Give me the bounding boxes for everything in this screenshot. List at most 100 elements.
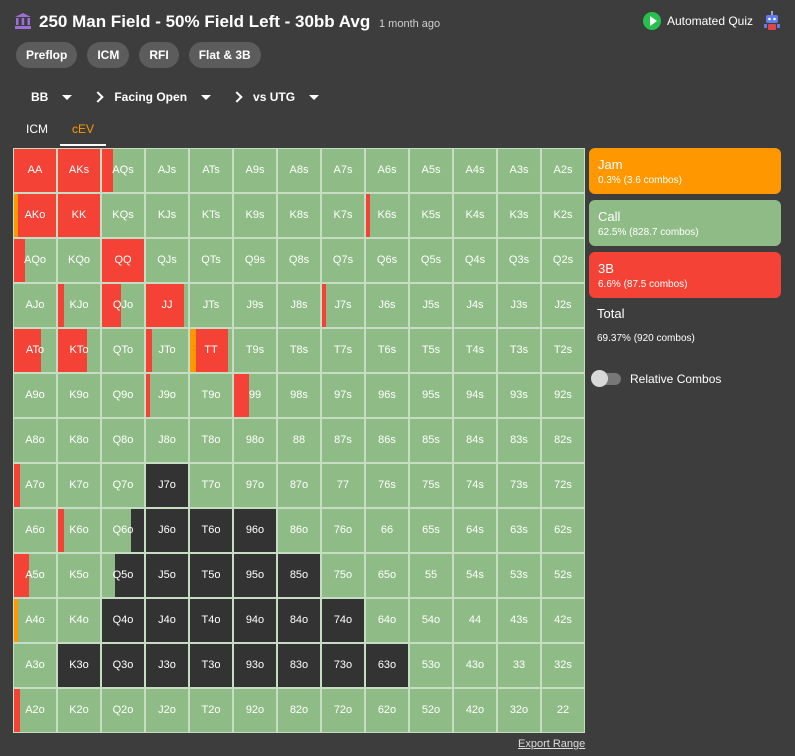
hand-cell-QJs[interactable]: QJs [145, 238, 189, 283]
hand-cell-K4s[interactable]: K4s [453, 193, 497, 238]
hand-cell-95s[interactable]: 95s [409, 373, 453, 418]
hand-cell-K5s[interactable]: K5s [409, 193, 453, 238]
toggle-switch[interactable] [591, 370, 621, 387]
hand-cell-A9s[interactable]: A9s [233, 148, 277, 193]
hand-cell-T6s[interactable]: T6s [365, 328, 409, 373]
hand-cell-75o[interactable]: 75o [321, 553, 365, 598]
hand-cell-KJs[interactable]: KJs [145, 193, 189, 238]
hand-cell-86s[interactable]: 86s [365, 418, 409, 463]
hand-cell-82o[interactable]: 82o [277, 688, 321, 733]
hand-cell-82s[interactable]: 82s [541, 418, 585, 463]
crumb-position[interactable]: BB [31, 90, 73, 104]
hand-cell-AJo[interactable]: AJo [13, 283, 57, 328]
hand-cell-54s[interactable]: 54s [453, 553, 497, 598]
hand-cell-88[interactable]: 88 [277, 418, 321, 463]
legend-3b[interactable]: 3B 6.6% (87.5 combos) [589, 252, 781, 298]
hand-cell-T7s[interactable]: T7s [321, 328, 365, 373]
hand-cell-T2s[interactable]: T2s [541, 328, 585, 373]
automated-quiz-button[interactable]: Automated Quiz [642, 11, 781, 31]
hand-cell-75s[interactable]: 75s [409, 463, 453, 508]
hand-cell-T7o[interactable]: T7o [189, 463, 233, 508]
hand-cell-Q4s[interactable]: Q4s [453, 238, 497, 283]
hand-cell-KTs[interactable]: KTs [189, 193, 233, 238]
hand-cell-42o[interactable]: 42o [453, 688, 497, 733]
hand-cell-54o[interactable]: 54o [409, 598, 453, 643]
hand-cell-Q9s[interactable]: Q9s [233, 238, 277, 283]
hand-cell-KJo[interactable]: KJo [57, 283, 101, 328]
hand-cell-T4o[interactable]: T4o [189, 598, 233, 643]
hand-cell-Q3o[interactable]: Q3o [101, 643, 145, 688]
hand-cell-92s[interactable]: 92s [541, 373, 585, 418]
hand-cell-T9o[interactable]: T9o [189, 373, 233, 418]
hand-cell-96s[interactable]: 96s [365, 373, 409, 418]
hand-cell-J6o[interactable]: J6o [145, 508, 189, 553]
hand-cell-A8o[interactable]: A8o [13, 418, 57, 463]
hand-cell-97o[interactable]: 97o [233, 463, 277, 508]
hand-cell-T6o[interactable]: T6o [189, 508, 233, 553]
hand-cell-53o[interactable]: 53o [409, 643, 453, 688]
hand-cell-JTs[interactable]: JTs [189, 283, 233, 328]
hand-cell-A7o[interactable]: A7o [13, 463, 57, 508]
hand-cell-T5s[interactable]: T5s [409, 328, 453, 373]
hand-cell-Q5o[interactable]: Q5o [101, 553, 145, 598]
hand-cell-32s[interactable]: 32s [541, 643, 585, 688]
hand-cell-AKs[interactable]: AKs [57, 148, 101, 193]
hand-cell-64o[interactable]: 64o [365, 598, 409, 643]
hand-cell-J2o[interactable]: J2o [145, 688, 189, 733]
hand-cell-76s[interactable]: 76s [365, 463, 409, 508]
export-range-link[interactable]: Export Range [518, 738, 586, 750]
hand-cell-A2o[interactable]: A2o [13, 688, 57, 733]
hand-cell-A3o[interactable]: A3o [13, 643, 57, 688]
hand-cell-87s[interactable]: 87s [321, 418, 365, 463]
hand-cell-J3o[interactable]: J3o [145, 643, 189, 688]
hand-cell-33[interactable]: 33 [497, 643, 541, 688]
hand-cell-J3s[interactable]: J3s [497, 283, 541, 328]
hand-cell-A6s[interactable]: A6s [365, 148, 409, 193]
hand-cell-84o[interactable]: 84o [277, 598, 321, 643]
hand-cell-K7o[interactable]: K7o [57, 463, 101, 508]
chip-preflop[interactable]: Preflop [16, 42, 78, 68]
hand-cell-98s[interactable]: 98s [277, 373, 321, 418]
hand-cell-A4s[interactable]: A4s [453, 148, 497, 193]
hand-cell-QQ[interactable]: QQ [101, 238, 145, 283]
hand-cell-QTs[interactable]: QTs [189, 238, 233, 283]
hand-cell-KK[interactable]: KK [57, 193, 101, 238]
hand-cell-K7s[interactable]: K7s [321, 193, 365, 238]
hand-cell-KTo[interactable]: KTo [57, 328, 101, 373]
hand-cell-Q4o[interactable]: Q4o [101, 598, 145, 643]
hand-cell-A8s[interactable]: A8s [277, 148, 321, 193]
hand-cell-J6s[interactable]: J6s [365, 283, 409, 328]
hand-cell-J9s[interactable]: J9s [233, 283, 277, 328]
hand-cell-94o[interactable]: 94o [233, 598, 277, 643]
hand-cell-T8o[interactable]: T8o [189, 418, 233, 463]
chip-icm[interactable]: ICM [87, 42, 130, 68]
hand-cell-A4o[interactable]: A4o [13, 598, 57, 643]
hand-cell-73s[interactable]: 73s [497, 463, 541, 508]
hand-cell-74o[interactable]: 74o [321, 598, 365, 643]
hand-cell-A5o[interactable]: A5o [13, 553, 57, 598]
hand-cell-JTo[interactable]: JTo [145, 328, 189, 373]
hand-cell-Q6s[interactable]: Q6s [365, 238, 409, 283]
hand-cell-62s[interactable]: 62s [541, 508, 585, 553]
hand-cell-J8s[interactable]: J8s [277, 283, 321, 328]
hand-cell-J4o[interactable]: J4o [145, 598, 189, 643]
hand-cell-T2o[interactable]: T2o [189, 688, 233, 733]
hand-cell-98o[interactable]: 98o [233, 418, 277, 463]
hand-cell-AKo[interactable]: AKo [13, 193, 57, 238]
hand-cell-92o[interactable]: 92o [233, 688, 277, 733]
hand-cell-AJs[interactable]: AJs [145, 148, 189, 193]
hand-cell-Q5s[interactable]: Q5s [409, 238, 453, 283]
hand-cell-A9o[interactable]: A9o [13, 373, 57, 418]
chip-rfi[interactable]: RFI [139, 42, 179, 68]
hand-cell-83o[interactable]: 83o [277, 643, 321, 688]
hand-cell-ATs[interactable]: ATs [189, 148, 233, 193]
tab-icm[interactable]: ICM [26, 122, 48, 136]
hand-cell-93o[interactable]: 93o [233, 643, 277, 688]
hand-cell-85s[interactable]: 85s [409, 418, 453, 463]
hand-cell-Q7o[interactable]: Q7o [101, 463, 145, 508]
hand-cell-94s[interactable]: 94s [453, 373, 497, 418]
hand-cell-87o[interactable]: 87o [277, 463, 321, 508]
hand-cell-J5s[interactable]: J5s [409, 283, 453, 328]
hand-cell-93s[interactable]: 93s [497, 373, 541, 418]
crumb-villain[interactable]: vs UTG [253, 90, 320, 104]
